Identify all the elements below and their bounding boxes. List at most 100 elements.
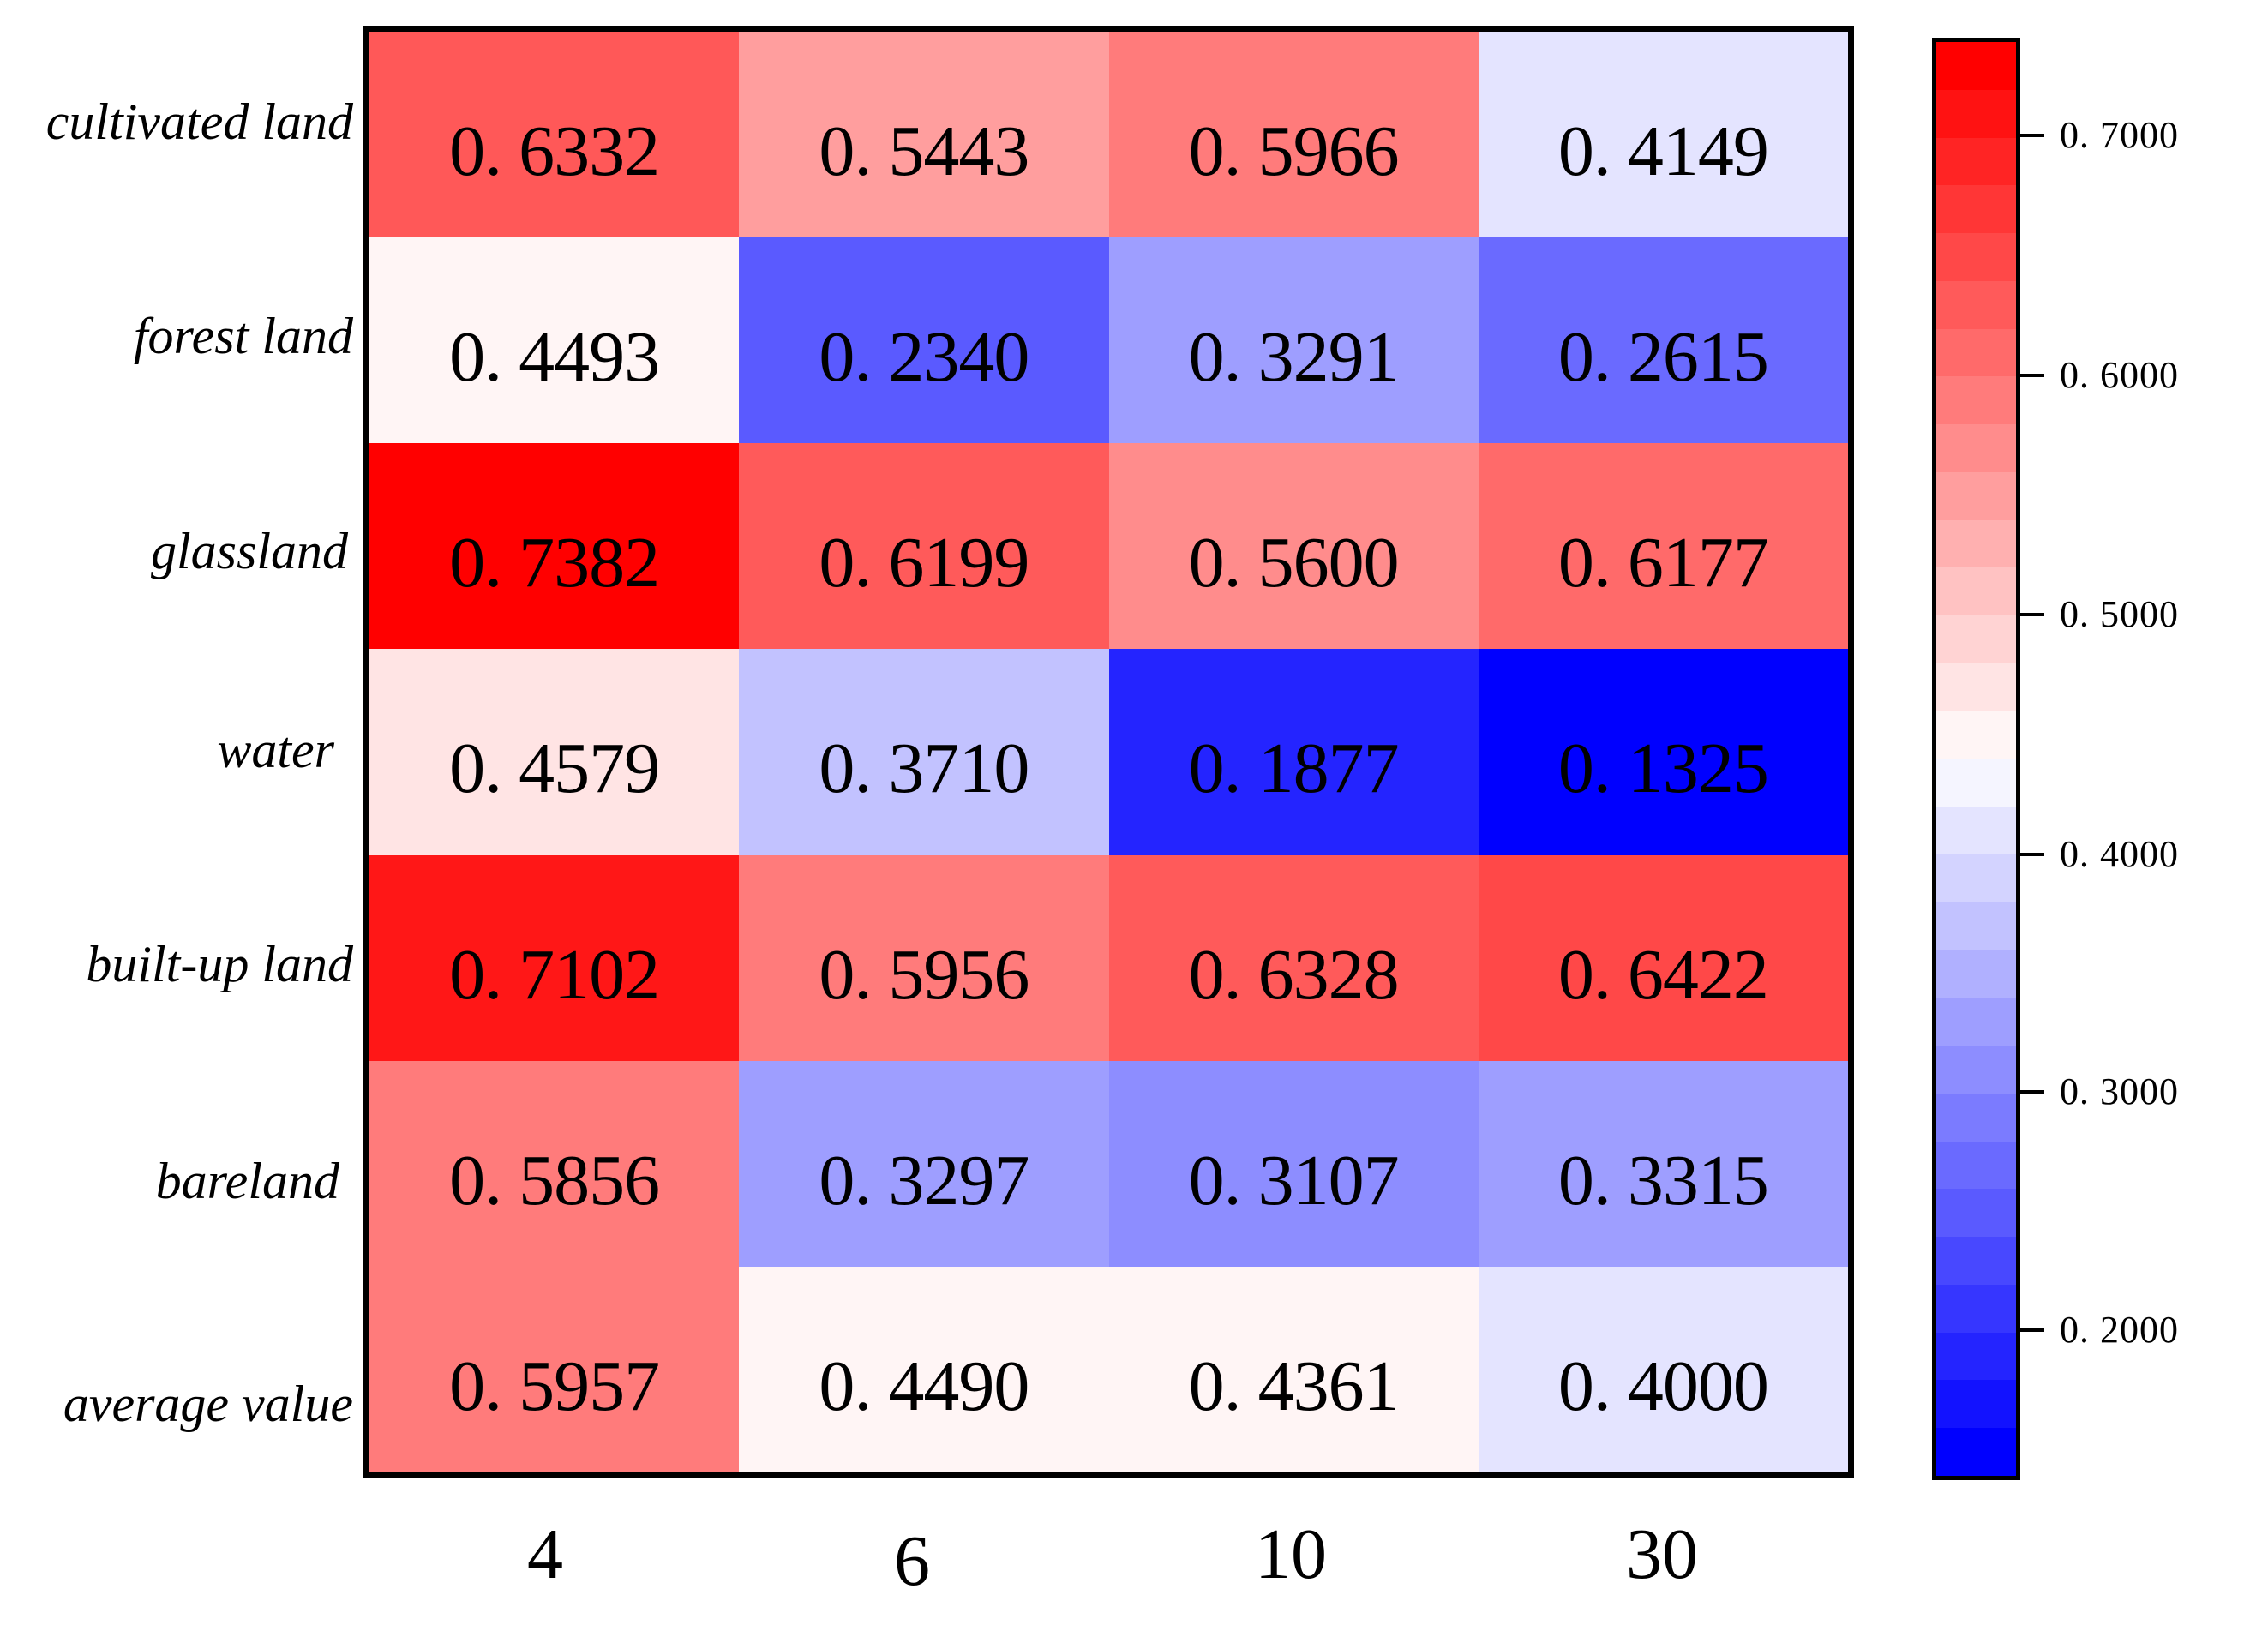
cell-value: 0. 5856 (449, 1140, 660, 1220)
colorbar-band (1936, 328, 2016, 377)
heatmap-cell: 0. 4493 (369, 237, 740, 444)
colorbar-tick (2020, 134, 2044, 137)
cell-value: 0. 3107 (1188, 1140, 1400, 1220)
heatmap-cell: 0. 3107 (1108, 1060, 1479, 1267)
cell-value: 0. 5443 (819, 111, 1029, 192)
heatmap-cell: 0. 3315 (1478, 1060, 1848, 1267)
colorbar-band (1936, 807, 2016, 855)
cell-value: 0. 4493 (449, 317, 660, 398)
cell-value: 0. 5957 (449, 1346, 660, 1426)
cell-value: 0. 1877 (1188, 729, 1400, 809)
colorbar-tick-label: 0. 4000 (2060, 833, 2179, 875)
heatmap-cell: 0. 4000 (1478, 1266, 1848, 1472)
cell-value: 0. 7382 (449, 523, 660, 603)
colorbar-tick (2020, 1328, 2044, 1332)
heatmap-cell: 0. 5956 (739, 854, 1109, 1061)
cell-value: 0. 7102 (449, 934, 660, 1015)
cell-value: 0. 2340 (819, 317, 1029, 398)
y-label-bareland: bareland (155, 1153, 339, 1209)
cell-value: 0. 1325 (1557, 729, 1769, 809)
cell-value: 0. 6177 (1557, 523, 1769, 603)
cell-value: 0. 3291 (1188, 317, 1400, 398)
heatmap-cell: 0. 5443 (739, 32, 1109, 238)
heatmap-cell: 0. 4361 (1108, 1266, 1479, 1472)
heatmap-cell: 0. 5600 (1108, 443, 1479, 650)
colorbar-band (1936, 998, 2016, 1046)
x-label-10: 10 (1255, 1514, 1327, 1594)
colorbar-band (1936, 950, 2016, 998)
cell-value: 0. 6422 (1557, 934, 1769, 1015)
colorbar-band (1936, 376, 2016, 425)
heatmap-cell: 0. 7382 (369, 443, 740, 650)
heatmap-cell: 0. 4579 (369, 649, 740, 855)
heatmap-cell: 0. 3291 (1108, 237, 1479, 444)
heatmap-cell: 0. 4149 (1478, 32, 1848, 238)
x-label-30: 30 (1626, 1514, 1698, 1594)
cell-value: 0. 5956 (819, 934, 1029, 1015)
colorbar-band (1936, 1046, 2016, 1094)
colorbar-band (1936, 471, 2016, 520)
y-label-water: water (217, 722, 334, 778)
colorbar-tick-label: 0. 6000 (2060, 354, 2179, 396)
colorbar-tick-label: 0. 5000 (2060, 593, 2179, 635)
heatmap-grid: 0. 6332 0. 5443 0. 5966 0. 4149 0. 4493 … (363, 26, 1854, 1478)
heatmap-cell: 0. 5957 (369, 1266, 740, 1472)
cell-value: 0. 3297 (819, 1140, 1029, 1220)
cell-value: 0. 3315 (1557, 1140, 1769, 1220)
colorbar-tick-label: 0. 7000 (2060, 114, 2179, 156)
colorbar-tick (2020, 613, 2044, 616)
colorbar-band (1936, 42, 2016, 90)
colorbar-band (1936, 137, 2016, 186)
heatmap-cell: 0. 1325 (1478, 649, 1848, 855)
colorbar-band (1936, 1141, 2016, 1190)
colorbar-tick (2020, 853, 2044, 856)
y-label-built-up-land: built-up land (86, 936, 353, 992)
cell-value: 0. 6199 (819, 523, 1029, 603)
heatmap-cell: 0. 1877 (1108, 649, 1479, 855)
cell-value: 0. 4000 (1557, 1346, 1769, 1426)
heatmap-cell: 0. 3297 (739, 1060, 1109, 1267)
colorbar-band (1936, 1093, 2016, 1142)
y-label-forest-land: forest land (133, 308, 353, 364)
heatmap-cell: 0. 6332 (369, 32, 740, 238)
heatmap-cell: 0. 6422 (1478, 854, 1848, 1061)
colorbar-band (1936, 854, 2016, 902)
colorbar-tick-label: 0. 3000 (2060, 1070, 2179, 1112)
colorbar-band (1936, 615, 2016, 663)
cell-value: 0. 6332 (449, 111, 660, 192)
colorbar-band (1936, 1237, 2016, 1285)
y-label-glassland: glassland (150, 523, 348, 579)
colorbar-tick (2020, 374, 2044, 377)
y-label-average-value: average value (63, 1376, 353, 1432)
colorbar-band (1936, 233, 2016, 281)
colorbar-band (1936, 89, 2016, 138)
heatmap-cell: 0. 7102 (369, 854, 740, 1061)
colorbar-band (1936, 567, 2016, 616)
colorbar-band (1936, 1284, 2016, 1333)
colorbar-tick-label: 0. 2000 (2060, 1309, 2179, 1351)
cell-value: 0. 5966 (1188, 111, 1400, 192)
x-label-6: 6 (894, 1521, 930, 1601)
heatmap-cell: 0. 3710 (739, 649, 1109, 855)
heatmap-cell: 0. 6177 (1478, 443, 1848, 650)
colorbar-band (1936, 711, 2016, 759)
cell-value: 0. 4149 (1557, 111, 1769, 192)
colorbar-band (1936, 280, 2016, 329)
heatmap-cell: 0. 4490 (739, 1266, 1109, 1472)
heatmap-cell: 0. 2615 (1478, 237, 1848, 444)
cell-value: 0. 6328 (1188, 934, 1400, 1015)
colorbar-band (1936, 759, 2016, 807)
colorbar-band (1936, 1332, 2016, 1381)
colorbar-band (1936, 185, 2016, 234)
heatmap-cell: 0. 6199 (739, 443, 1109, 650)
cell-value: 0. 5600 (1188, 523, 1400, 603)
x-label-4: 4 (527, 1514, 563, 1594)
colorbar (1932, 38, 2020, 1480)
colorbar-band (1936, 424, 2016, 472)
cell-value: 0. 2615 (1557, 317, 1769, 398)
y-label-cultivated-land: cultivated land (45, 93, 353, 150)
cell-value: 0. 4361 (1188, 1346, 1400, 1426)
colorbar-band (1936, 902, 2016, 950)
heatmap-cell: 0. 6328 (1108, 854, 1479, 1061)
colorbar-band (1936, 1428, 2016, 1476)
